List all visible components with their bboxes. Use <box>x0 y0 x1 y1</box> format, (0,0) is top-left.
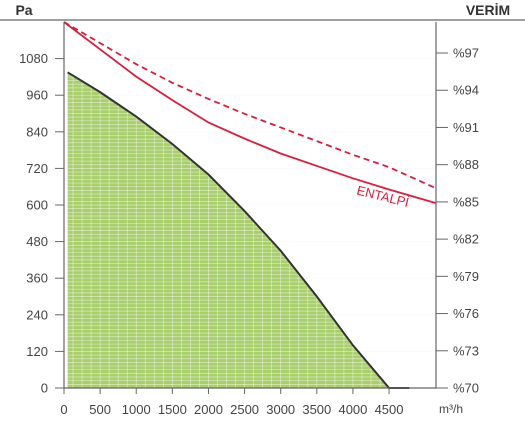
y2-tick-label: %85 <box>453 194 479 209</box>
y2-tick-label: %82 <box>453 232 479 247</box>
y-axis-title-left: Pa <box>15 2 32 18</box>
efficiency-lines-layer <box>63 21 437 205</box>
y-tick-label: 0 <box>41 381 48 396</box>
x-tick-label: 4000 <box>338 402 367 417</box>
y2-tick-label: %91 <box>453 120 479 135</box>
y-tick-label: 240 <box>26 307 48 322</box>
y-tick-label: 720 <box>26 161 48 176</box>
x-tick-label: 500 <box>89 402 111 417</box>
y2-tick-label: %79 <box>453 269 479 284</box>
y-tick-label: 960 <box>26 88 48 103</box>
y-tick-label: 360 <box>26 271 48 286</box>
efficiency-line-entalpi <box>63 21 437 205</box>
x-tick-label: 1000 <box>122 402 151 417</box>
x-tick-label: 2000 <box>194 402 223 417</box>
y-tick-label: 840 <box>26 124 48 139</box>
tick-labels: 0 120 240 360 480 600 720 840 960 1080 %70 %73 %76 %7… <box>19 46 479 417</box>
pressure-area-layer <box>63 21 436 389</box>
x-tick-label: 3500 <box>302 402 331 417</box>
x-axis-unit: m³/h <box>439 402 463 416</box>
y-tick-label: 120 <box>26 344 48 359</box>
efficiency-line-dashed <box>63 21 437 190</box>
y-tick-label: 600 <box>26 198 48 213</box>
y2-tick-label: %88 <box>453 157 479 172</box>
x-tick-label: 3000 <box>266 402 295 417</box>
y2-tick-label: %97 <box>453 46 479 61</box>
y2-tick-label: %70 <box>453 381 479 396</box>
y2-tick-label: %76 <box>453 306 479 321</box>
pressure-area-fill <box>67 72 410 388</box>
y-tick-label: 1080 <box>19 51 48 66</box>
y2-tick-label: %94 <box>453 83 479 98</box>
y2-tick-label: %73 <box>453 343 479 358</box>
x-tick-label: 0 <box>60 402 67 417</box>
x-tick-label: 1500 <box>158 402 187 417</box>
x-tick-label: 4500 <box>375 402 404 417</box>
pressure-curve <box>67 71 410 389</box>
y-axis-title-right: VERİM <box>466 2 510 18</box>
x-tick-label: 2500 <box>230 402 259 417</box>
y-tick-label: 480 <box>26 234 48 249</box>
